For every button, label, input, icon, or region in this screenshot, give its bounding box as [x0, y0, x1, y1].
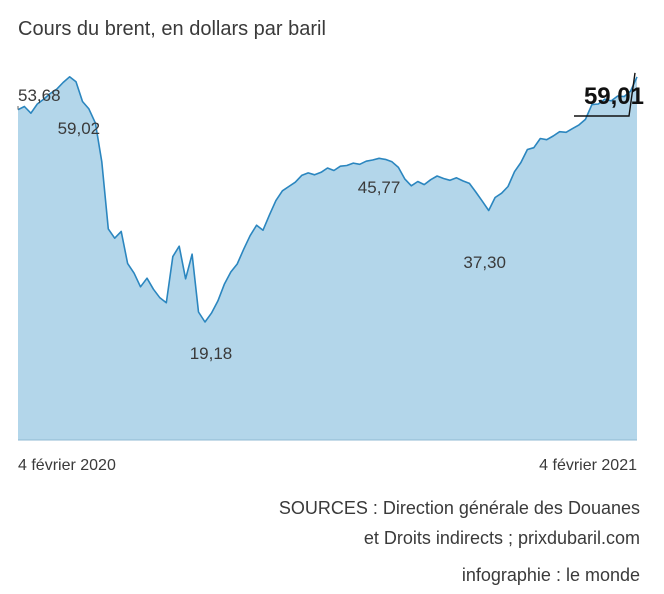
chart-marks	[17, 76, 638, 441]
x-label-end: 4 février 2021	[539, 457, 637, 474]
price-line	[17, 76, 638, 323]
data-label-59-02: 59,02	[58, 119, 101, 138]
sources-line-2: et Droits indirects ; prixdubaril.com	[363, 528, 640, 548]
price-area	[18, 76, 637, 441]
data-label-59-01: 59,01	[584, 83, 644, 110]
sources-line-1: SOURCES : Direction générale des Douanes	[278, 498, 640, 518]
data-label-53-68: 53,68	[18, 86, 61, 105]
x-label-start: 4 février 2020	[18, 457, 116, 474]
data-label-37-30: 37,30	[463, 253, 506, 272]
data-label-19-18: 19,18	[190, 344, 233, 363]
chart-labels: 53,68 59,02 19,18 45,77 37,30 59,01 4 février …	[17, 72, 644, 474]
chart-title: Cours du brent, en dollars par baril	[18, 18, 326, 40]
last-value-bracket	[574, 72, 636, 117]
data-label-45-77: 45,77	[358, 178, 401, 197]
infographic-credit: infographie : le monde	[461, 565, 640, 585]
